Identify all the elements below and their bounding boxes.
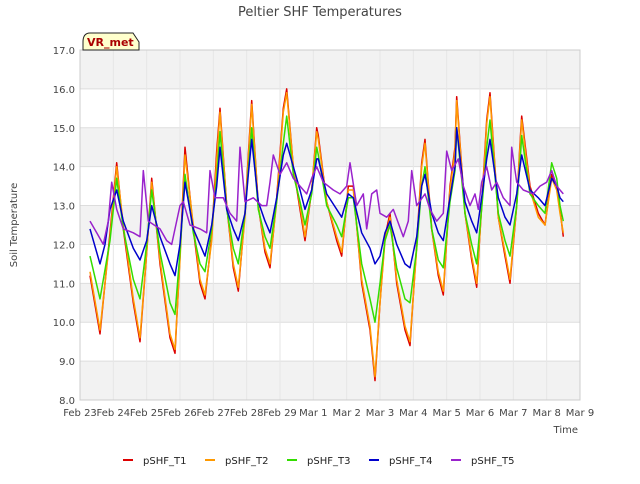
gridlines xyxy=(79,49,581,401)
series-line-pSHF_T3 xyxy=(89,115,565,323)
y-axis-ticks: 8.0 9.0 10.0 11.0 12.0 13.0 14.0 15.0 16.0 17.0 xyxy=(53,46,75,407)
plot-band xyxy=(80,127,580,167)
plot-band xyxy=(80,50,580,89)
x-tick-label: Mar 2 xyxy=(332,408,360,419)
plot-area xyxy=(80,50,580,400)
legend: pSHF_T1 pSHF_T2 pSHF_T3 pSHF_T4 pSHF_T5 xyxy=(123,456,514,467)
y-tick-label: 10.0 xyxy=(53,318,75,329)
plot-border xyxy=(79,49,581,401)
site-label-badge: VR_met xyxy=(82,32,140,51)
x-tick-label: Mar 5 xyxy=(432,408,460,419)
y-tick-label: 15.0 xyxy=(53,124,75,135)
x-tick-label: Mar 8 xyxy=(532,408,560,419)
y-tick-label: 9.0 xyxy=(59,357,75,368)
series-lines xyxy=(89,88,565,382)
legend-label-pSHF_T4: pSHF_T4 xyxy=(389,456,432,467)
x-tick-label: Mar 7 xyxy=(499,408,527,419)
y-tick-label: 8.0 xyxy=(59,396,75,407)
x-tick-label: Mar 4 xyxy=(399,408,427,419)
x-tick-label: Feb 27 xyxy=(197,408,231,419)
legend-label-pSHF_T1: pSHF_T1 xyxy=(143,456,186,467)
plot-band xyxy=(80,361,580,400)
x-tick-label: Feb 29 xyxy=(263,408,297,419)
series-line-pSHF_T2 xyxy=(89,92,565,378)
x-axis-label: Time xyxy=(553,425,578,436)
x-tick-label: Mar 9 xyxy=(566,408,594,419)
x-tick-label: Feb 28 xyxy=(230,408,264,419)
series-line-pSHF_T4 xyxy=(89,127,564,277)
legend-label-pSHF_T5: pSHF_T5 xyxy=(471,456,514,467)
x-tick-label: Mar 6 xyxy=(466,408,494,419)
y-tick-label: 16.0 xyxy=(53,85,75,96)
y-tick-label: 11.0 xyxy=(53,279,75,290)
x-tick-label: Feb 24 xyxy=(97,408,131,419)
site-label-text: VR_met xyxy=(87,36,134,49)
x-axis-ticks: Feb 23 Feb 24 Feb 25 Feb 26 Feb 27 Feb 28 Feb … xyxy=(63,408,594,419)
x-tick-label: Feb 26 xyxy=(163,408,197,419)
chart-title: Peltier SHF Temperatures xyxy=(238,5,402,20)
y-tick-label: 14.0 xyxy=(53,163,75,174)
x-tick-label: Mar 1 xyxy=(299,408,327,419)
y-axis-label: Soil Temperature xyxy=(9,183,20,268)
x-tick-label: Mar 3 xyxy=(366,408,394,419)
y-tick-label: 12.0 xyxy=(53,240,75,251)
legend-label-pSHF_T2: pSHF_T2 xyxy=(225,456,268,467)
x-tick-label: Feb 23 xyxy=(63,408,97,419)
x-tick-label: Feb 25 xyxy=(130,408,164,419)
y-tick-label: 13.0 xyxy=(53,202,75,213)
y-tick-label: 17.0 xyxy=(53,46,75,57)
legend-label-pSHF_T3: pSHF_T3 xyxy=(307,456,350,467)
series-line-pSHF_T5 xyxy=(89,146,564,246)
plot-band xyxy=(80,283,580,323)
